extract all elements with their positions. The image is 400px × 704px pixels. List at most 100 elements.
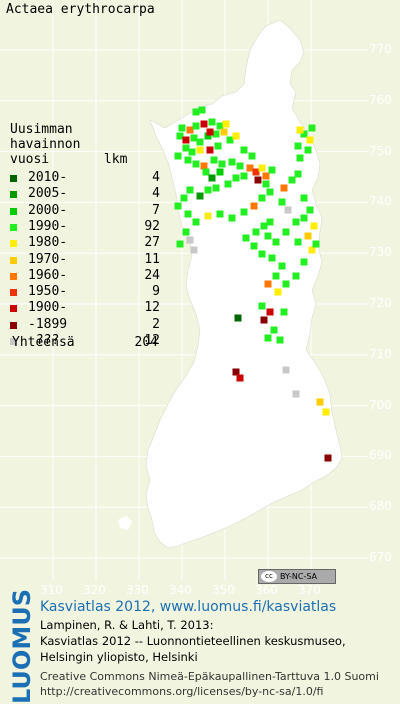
observation-square	[183, 145, 190, 152]
atlas-link[interactable]: Kasviatlas 2012, www.luomus.fi/kasviatla…	[40, 599, 336, 615]
y-tick-label: 700	[369, 398, 392, 412]
observation-square	[177, 133, 184, 140]
observation-square	[199, 107, 206, 114]
observation-square	[193, 123, 200, 130]
observation-square	[283, 229, 290, 236]
observation-square	[265, 233, 272, 240]
cc-license-badge[interactable]: cc BY-NC-SA	[258, 569, 336, 584]
observation-square	[197, 139, 204, 146]
observation-square	[285, 207, 292, 214]
legend-row: 1950- 9	[10, 284, 160, 300]
observation-square	[289, 177, 296, 184]
y-tick-label: 690	[369, 448, 392, 462]
x-tick-label: 370	[298, 583, 321, 597]
observation-square	[293, 273, 300, 280]
legend-swatch	[10, 322, 17, 329]
legend-label: 1900-	[28, 300, 67, 316]
observation-square	[241, 209, 248, 216]
observation-square	[207, 147, 214, 154]
observation-square	[235, 315, 242, 322]
observation-square	[297, 127, 304, 134]
observation-square	[227, 137, 234, 144]
observation-square	[237, 375, 244, 382]
observation-square	[205, 187, 212, 194]
observation-square	[293, 391, 300, 398]
legend-swatch	[10, 175, 17, 182]
observation-square	[323, 409, 330, 416]
observation-square	[187, 187, 194, 194]
observation-square	[307, 137, 314, 144]
observation-square	[259, 303, 266, 310]
observation-square	[295, 171, 302, 178]
legend-row: 1970- 11	[10, 252, 160, 268]
observation-square	[217, 211, 224, 218]
observation-square	[185, 157, 192, 164]
x-tick-label: 360	[255, 583, 278, 597]
observation-square	[213, 131, 220, 138]
y-tick-label: 750	[369, 144, 392, 158]
observation-square	[175, 153, 182, 160]
legend-row: 2000- 7	[10, 203, 160, 219]
observation-square	[233, 369, 240, 376]
y-tick-label: 760	[369, 93, 392, 107]
observation-square	[295, 239, 302, 246]
legend-count: 12	[144, 300, 160, 316]
legend-label: 1980-	[28, 235, 67, 251]
observation-square	[201, 163, 208, 170]
legend-count: 7	[152, 203, 160, 219]
observation-square	[241, 173, 248, 180]
legend-label: 1950-	[28, 284, 67, 300]
cc-icon: cc	[261, 571, 277, 582]
observation-square	[253, 229, 260, 236]
observation-square	[179, 125, 186, 132]
observation-square	[269, 255, 276, 262]
observation-square	[307, 207, 314, 214]
observation-square	[187, 127, 194, 134]
legend-swatch	[10, 273, 17, 280]
legend-label: 1990-	[28, 219, 67, 235]
observation-square	[301, 195, 308, 202]
observation-square	[233, 175, 240, 182]
observation-square	[271, 327, 278, 334]
observation-square	[247, 165, 254, 172]
observation-square	[187, 237, 194, 244]
observation-square	[261, 223, 268, 230]
legend-count: 2	[152, 317, 160, 333]
observation-square	[183, 137, 190, 144]
observation-square	[215, 143, 222, 150]
legend-row: 1990- 92	[10, 219, 160, 235]
observation-square	[191, 135, 198, 142]
observation-square	[201, 121, 208, 128]
observation-square	[183, 229, 190, 236]
observation-square	[203, 169, 210, 176]
observation-square	[251, 243, 258, 250]
observation-square	[293, 219, 300, 226]
observation-square	[255, 177, 262, 184]
observation-square	[259, 165, 266, 172]
license-url[interactable]: http://creativecommons.org/licenses/by-n…	[40, 685, 323, 698]
observation-square	[209, 175, 216, 182]
observation-square	[193, 219, 200, 226]
legend-header: Uusimman havainnon vuosi lkm	[10, 122, 127, 167]
license-text: Creative Commons Nimeä-Epäkaupallinen-Ta…	[40, 670, 379, 683]
observation-square	[229, 159, 236, 166]
species-title: Actaea erythrocarpa	[6, 2, 155, 17]
observation-square	[263, 181, 270, 188]
y-tick-label: 740	[369, 194, 392, 208]
legend-count: 11	[144, 252, 160, 268]
y-tick-label: 680	[369, 499, 392, 513]
legend-label: 1960-	[28, 268, 67, 284]
observation-square	[219, 161, 226, 168]
observation-square	[181, 195, 188, 202]
observation-square	[317, 399, 324, 406]
observation-square	[217, 169, 224, 176]
observation-square	[267, 189, 274, 196]
observation-square	[283, 367, 290, 374]
observation-square	[265, 335, 272, 342]
observation-square	[277, 337, 284, 344]
legend-swatch	[10, 224, 17, 231]
x-tick-label: 350	[212, 583, 235, 597]
legend-label: 2010-	[28, 170, 67, 186]
observation-square	[197, 147, 204, 154]
total-count: 204	[135, 335, 158, 350]
